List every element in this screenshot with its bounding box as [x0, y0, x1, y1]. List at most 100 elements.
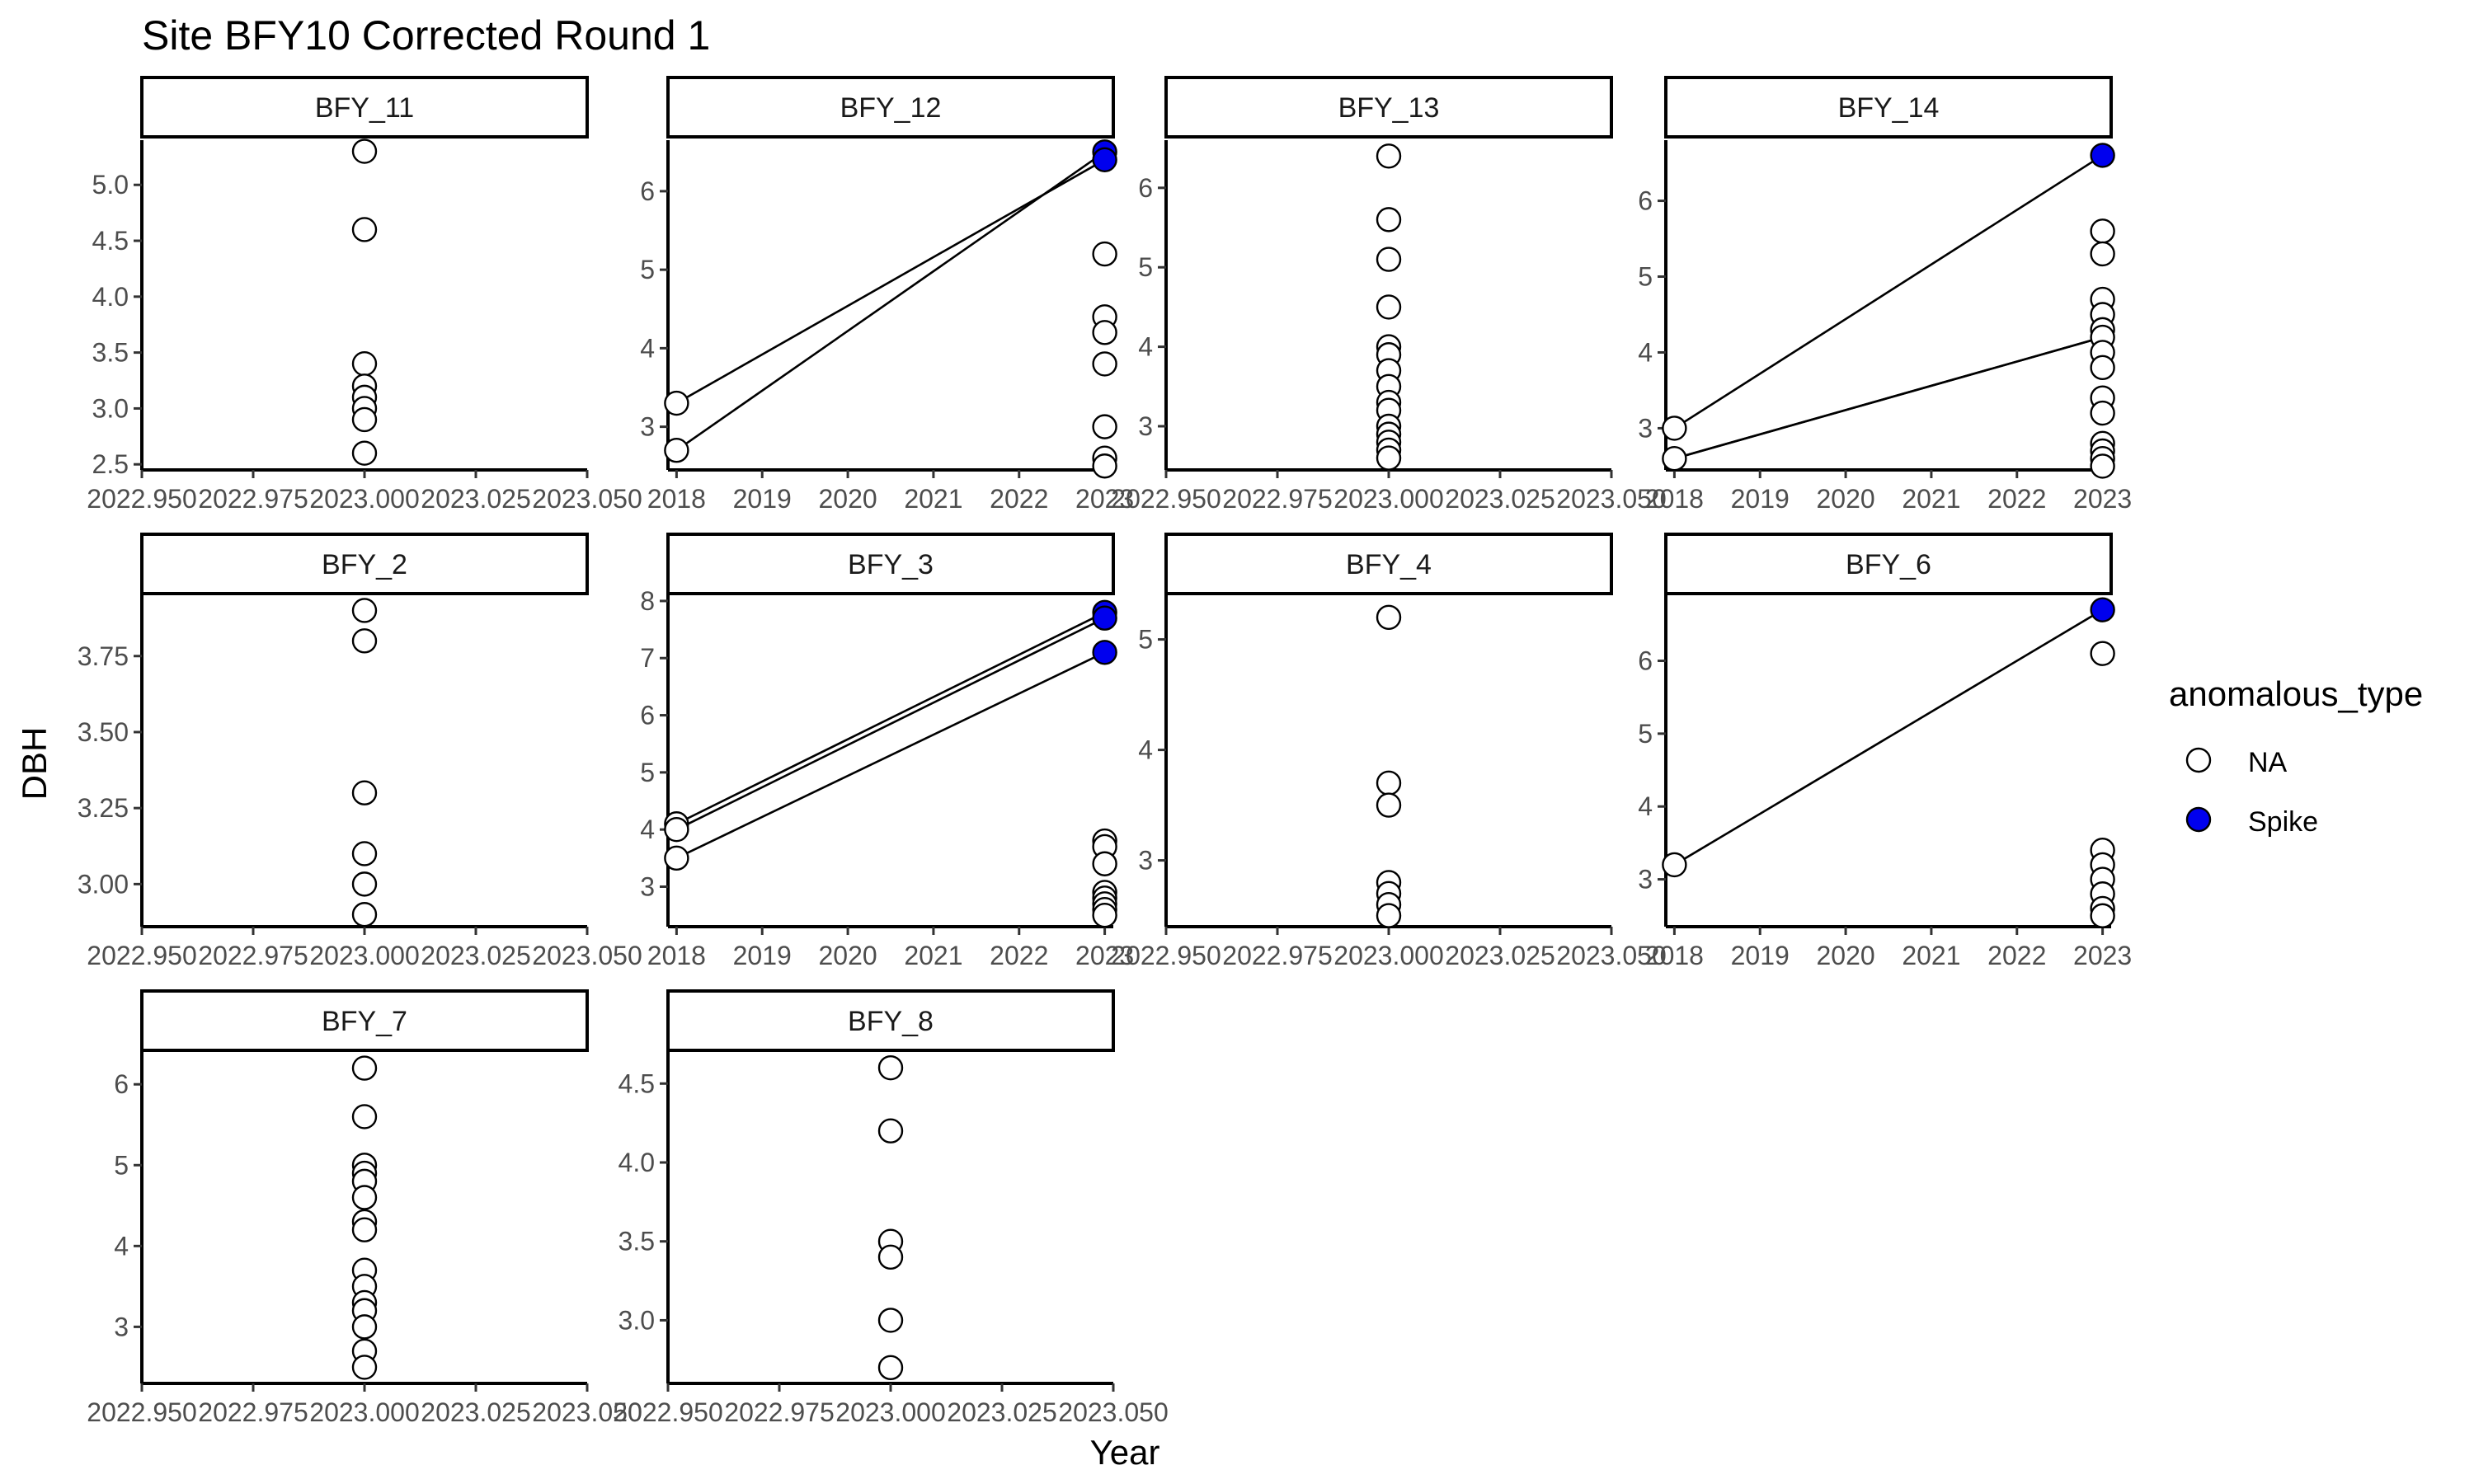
x-tick-label: 2022.950	[87, 484, 196, 514]
x-tick-label: 2022.975	[1222, 484, 1332, 514]
x-tick-label: 2021	[904, 484, 962, 514]
trajectory-line	[1673, 154, 2104, 430]
na-point	[1092, 351, 1117, 377]
x-tick-label: 2022.975	[198, 484, 308, 514]
na-point	[351, 628, 378, 654]
x-tick-label: 2022	[1987, 941, 2046, 970]
legend-label-spike: Spike	[2248, 806, 2318, 838]
y-tick-label: 3.0	[618, 1305, 655, 1335]
facet-bfy-14: BFY_14 3 4 5 6 2018 2019 2020 2021 2022 2023	[1638, 76, 2132, 514]
trajectory-line	[1673, 608, 2104, 866]
x-tick-label: 2023.025	[947, 1397, 1056, 1427]
x-tick-label: 2022.950	[1111, 484, 1221, 514]
x-tick-label: 2023	[1075, 484, 1134, 514]
y-tick-label: 6	[640, 176, 655, 206]
na-point	[351, 350, 378, 377]
facet-strip-label: BFY_4	[1346, 549, 1432, 580]
na-point	[2090, 400, 2115, 426]
trajectory-line	[1674, 336, 2103, 460]
y-tick-label: 5	[1638, 719, 1653, 749]
y-tick-label: 4	[1138, 332, 1153, 362]
x-tick-label: 2019	[733, 484, 792, 514]
y-tick-label: 4.0	[92, 282, 129, 312]
na-point	[1376, 604, 1402, 630]
y-tick-label: 5	[1138, 625, 1153, 655]
na-point	[1092, 320, 1117, 345]
na-point	[877, 1355, 904, 1381]
trajectory-line	[675, 151, 1106, 452]
x-tick-label: 2023	[2073, 941, 2132, 970]
x-tick-label: 2020	[818, 484, 877, 514]
na-point	[1376, 143, 1402, 169]
chart-title: Site BFY10 Corrected Round 1	[142, 12, 710, 59]
y-tick-label: 4	[640, 815, 655, 844]
facet-bfy-12: BFY_12 3 4 5 6 2018 2019 2020 2021 2022 2023	[640, 76, 1134, 514]
x-tick-label: 2023.050	[1556, 941, 1666, 970]
na-point	[1092, 851, 1117, 876]
y-tick-label: 5	[1638, 262, 1653, 292]
y-tick-label: 5	[1138, 252, 1153, 282]
x-tick-label: 2022	[1987, 484, 2046, 514]
facet-strip	[140, 76, 589, 139]
x-tick-label: 2023.025	[1445, 484, 1554, 514]
y-tick-label: 4	[1138, 735, 1153, 765]
legend-label-na: NA	[2248, 747, 2288, 778]
na-point	[1376, 247, 1402, 272]
y-tick-label: 3.00	[78, 869, 129, 899]
na-point	[351, 139, 378, 164]
x-tick-label: 2021	[904, 941, 962, 970]
y-tick-label: 3.0	[92, 393, 129, 423]
x-tick-label: 2022.975	[198, 1397, 308, 1427]
y-tick-label: 3.75	[78, 641, 129, 671]
y-tick-label: 3	[114, 1312, 129, 1341]
facet-strip	[666, 76, 1115, 139]
x-tick-label: 2020	[818, 941, 877, 970]
y-tick-label: 5	[640, 255, 655, 284]
spike-point	[1092, 605, 1117, 631]
spike-point	[2090, 597, 2115, 622]
facet-strip	[1664, 533, 2113, 595]
x-tick-label: 2018	[647, 484, 706, 514]
na-point	[351, 1217, 378, 1242]
x-tick-label: 2023.025	[421, 941, 530, 970]
y-tick-label: 3	[1638, 413, 1653, 443]
facet-bfy-8: BFY_8 3.0 3.5 4.0 4.5 2022.950 2022.975 2023.00…	[613, 989, 1169, 1427]
na-point	[351, 841, 378, 866]
x-tick-label: 2022.975	[724, 1397, 834, 1427]
y-tick-label: 4	[1638, 791, 1653, 821]
y-axis-label: DBH	[15, 727, 54, 801]
na-point	[877, 1118, 904, 1144]
y-tick-label: 3.25	[78, 793, 129, 823]
trajectory-line	[675, 158, 1106, 405]
na-point	[351, 598, 378, 623]
facet-strip	[1164, 76, 1613, 139]
x-tick-label: 2023.025	[421, 1397, 530, 1427]
y-tick-label: 3	[1138, 846, 1153, 876]
na-point	[2090, 241, 2115, 267]
facet-strip-label: BFY_3	[848, 549, 934, 580]
y-tick-label: 3.50	[78, 717, 129, 747]
y-tick-label: 4	[114, 1231, 129, 1261]
trajectory-line	[675, 611, 1106, 825]
x-tick-label: 2019	[1731, 484, 1790, 514]
facet-strip	[140, 989, 589, 1052]
na-point	[877, 1308, 904, 1333]
na-point	[1376, 903, 1402, 928]
y-tick-label: 4	[640, 333, 655, 363]
x-tick-label: 2020	[1816, 484, 1874, 514]
x-tick-label: 2023.050	[532, 1397, 642, 1427]
na-point	[351, 1314, 378, 1340]
x-tick-label: 2022.975	[1222, 941, 1332, 970]
trajectory-line	[675, 651, 1106, 859]
facet-strip-label: BFY_7	[322, 1006, 407, 1037]
na-point	[2090, 641, 2115, 666]
spike-point	[1092, 640, 1117, 665]
x-tick-label: 2023	[1075, 941, 1134, 970]
legend: anomalous_type NA Spike	[2169, 674, 2423, 838]
y-tick-label: 3	[1138, 411, 1153, 441]
x-tick-label: 2023.050	[1058, 1397, 1168, 1427]
na-point	[664, 816, 689, 843]
